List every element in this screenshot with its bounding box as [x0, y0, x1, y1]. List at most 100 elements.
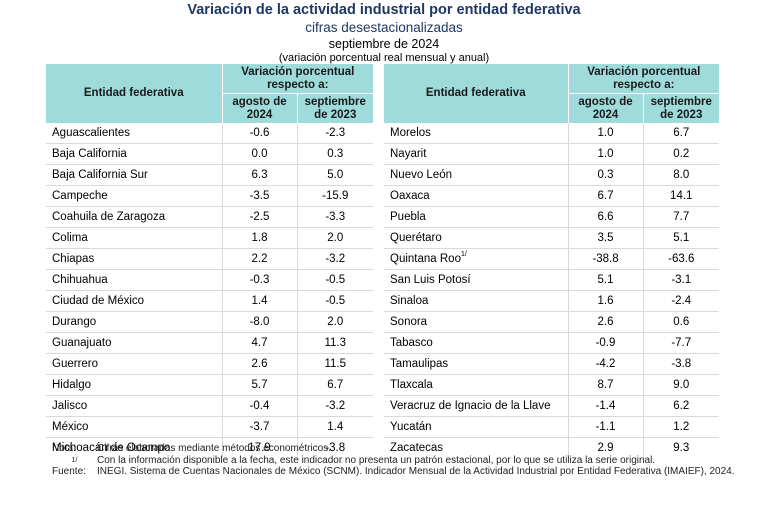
header-annual: septiembre de 2023	[642, 93, 719, 123]
annual-change-value: -2.4	[642, 290, 719, 312]
footnote-marker: 1/	[71, 456, 78, 464]
table-row: Nuevo León 0.3 8.0	[384, 164, 719, 186]
entity-name: Morelos	[384, 123, 568, 144]
monthly-change-value: 5.7	[221, 374, 297, 396]
entity-name: Aguascalientes	[46, 123, 222, 144]
monthly-change-value: 17.9	[221, 437, 297, 458]
entity-label: San Luis Potosí	[390, 274, 471, 286]
entity-name: Durango	[46, 311, 222, 333]
table-row: Oaxaca 6.7 14.1	[384, 185, 719, 207]
monthly-change-value: -8.0	[221, 311, 297, 333]
table-row: Chihuahua -0.3 -0.5	[46, 269, 373, 291]
monthly-change-value: 2.6	[567, 311, 643, 333]
entity-name: Coahuila de Zaragoza	[46, 206, 222, 228]
monthly-change-value: 6.6	[567, 206, 643, 228]
table-row: Jalisco -0.4 -3.2	[46, 395, 373, 417]
footnote-row: 1/ Con la información disponible a la fe…	[52, 455, 757, 467]
table-row: San Luis Potosí 5.1 -3.1	[384, 269, 719, 291]
monthly-change-value: -3.7	[221, 416, 297, 438]
report-period: septiembre de 2024	[328, 37, 440, 51]
monthly-change-value: -4.2	[567, 353, 643, 375]
table-row: Tamaulipas -4.2 -3.8	[384, 353, 719, 375]
entity-name: Tlaxcala	[384, 374, 568, 396]
entity-name: Baja California Sur	[46, 164, 222, 186]
table-row: Coahuila de Zaragoza -2.5 -3.3	[46, 206, 373, 228]
table-row: Puebla 6.6 7.7	[384, 206, 719, 228]
entity-label: Zacatecas	[390, 442, 444, 454]
annual-change-value: 11.3	[296, 332, 373, 354]
annual-change-value: 2.0	[296, 227, 373, 249]
annual-change-value: -3.2	[296, 248, 373, 270]
monthly-change-value: -1.4	[567, 395, 643, 417]
table-row: Guanajuato 4.7 11.3	[46, 332, 373, 354]
entity-label: Michoacán de Ocampo	[52, 442, 171, 454]
table-row: Colima 1.8 2.0	[46, 227, 373, 249]
monthly-change-value: 1.0	[567, 143, 643, 165]
monthly-change-value: 1.8	[221, 227, 297, 249]
report-subtitle: cifras desestacionalizadas	[305, 20, 463, 35]
monthly-change-value: -0.6	[221, 123, 297, 144]
annual-change-value: -15.9	[296, 185, 373, 207]
footnote-ref: 1/	[460, 251, 467, 258]
entity-name: Baja California	[46, 143, 222, 165]
entity-label: Colima	[52, 232, 88, 244]
annual-change-value: 7.7	[642, 206, 719, 228]
header-entity: Entidad federativa	[384, 64, 568, 123]
annual-change-value: 9.0	[642, 374, 719, 396]
table-row: Aguascalientes -0.6 -2.3	[46, 123, 373, 144]
table-row: Guerrero 2.6 11.5	[46, 353, 373, 375]
monthly-change-value: -1.1	[567, 416, 643, 438]
monthly-change-value: 2.2	[221, 248, 297, 270]
entity-label: Ciudad de México	[52, 295, 145, 307]
entity-label: Chiapas	[52, 253, 95, 265]
source-row: Fuente: INEGI. Sistema de Cuentas Nacion…	[52, 466, 757, 478]
monthly-change-value: 6.3	[221, 164, 297, 186]
monthly-change-value: -2.5	[221, 206, 297, 228]
header-variation-group: Variación porcentual respecto a:	[221, 64, 373, 94]
annual-change-value: -3.8	[642, 353, 719, 375]
entity-name: Chihuahua	[46, 269, 222, 291]
table-row: México -3.7 1.4	[46, 416, 373, 438]
annual-change-value: 8.0	[642, 164, 719, 186]
note-text: Cifras elaboradas mediante métodos econo…	[97, 443, 332, 454]
entity-label: Baja California	[52, 148, 127, 160]
table-row: Tlaxcala 8.7 9.0	[384, 374, 719, 396]
entity-name: Puebla	[384, 206, 568, 228]
monthly-change-value: -0.4	[221, 395, 297, 417]
entity-name: Zacatecas	[384, 438, 568, 459]
entity-label: Jalisco	[52, 400, 88, 412]
annual-change-value: -7.7	[642, 332, 719, 354]
table-row: Baja California Sur 6.3 5.0	[46, 164, 373, 186]
annual-change-value: 1.4	[296, 416, 373, 438]
entity-name: Ciudad de México	[46, 290, 222, 312]
note-label: Nota:	[52, 443, 76, 454]
table-row: Quintana Roo1/-38.8 -63.6	[384, 248, 719, 270]
annual-change-value: 6.7	[296, 374, 373, 396]
table-row: Sonora 2.6 0.6	[384, 311, 719, 333]
entity-label: Guanajuato	[52, 337, 112, 349]
table-left-body: Aguascalientes -0.6 -2.3 Baja California 0.0…	[46, 123, 373, 458]
entity-label: Baja California Sur	[52, 169, 148, 181]
monthly-change-value: 2.9	[567, 437, 643, 458]
footnote-text: Con la información disponible a la fecha…	[97, 454, 656, 466]
entity-label: Durango	[52, 316, 97, 328]
table-row: Yucatán -1.1 1.2	[384, 416, 719, 438]
table-row: Campeche -3.5 -15.9	[46, 185, 373, 207]
table-right-body: Morelos 1.0 6.7 Nayarit 1.0 0.2 Nuevo León 0.3 8…	[384, 123, 719, 458]
annual-change-value: -0.5	[296, 269, 373, 291]
entity-label: Tabasco	[390, 337, 433, 349]
annual-change-value: 11.5	[296, 353, 373, 375]
annual-change-value: 14.1	[642, 185, 719, 207]
monthly-change-value: 8.7	[567, 374, 643, 396]
entity-label: Aguascalientes	[52, 127, 130, 139]
monthly-change-value: 1.4	[221, 290, 297, 312]
table-row: Hidalgo 5.7 6.7	[46, 374, 373, 396]
annual-change-value: -3.1	[642, 269, 719, 291]
monthly-change-value: 1.0	[567, 123, 643, 144]
table-row: Ciudad de México 1.4 -0.5	[46, 290, 373, 312]
entity-name: Colima	[46, 227, 222, 249]
footer-notes: Nota: Cifras elaboradas mediante métodos…	[52, 443, 757, 478]
monthly-change-value: 0.3	[567, 164, 643, 186]
table-row: Nayarit 1.0 0.2	[384, 143, 719, 165]
entity-label: Morelos	[390, 127, 431, 139]
